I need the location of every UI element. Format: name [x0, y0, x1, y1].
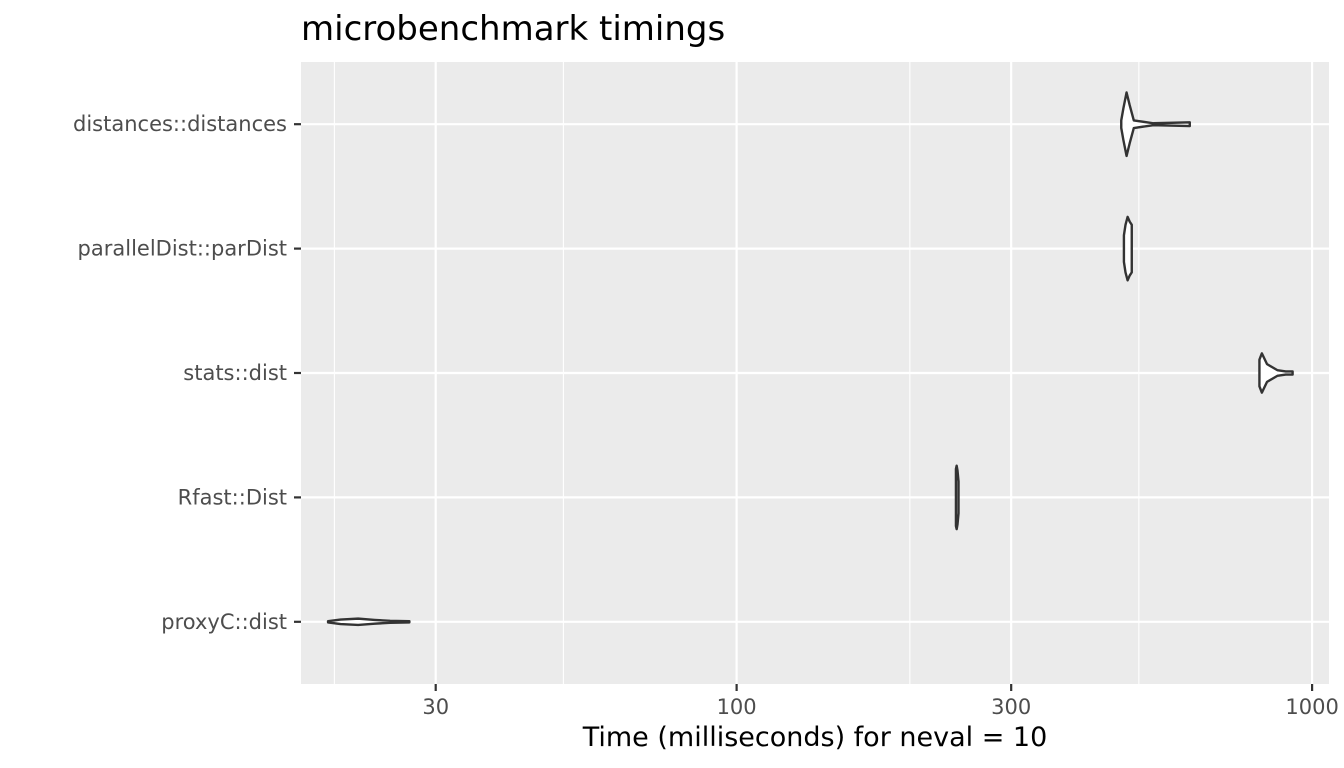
x-tick-label: 300 [991, 695, 1031, 719]
violin-shape [1258, 352, 1294, 394]
violin-shape [1122, 215, 1133, 282]
violin-shape [1120, 91, 1191, 158]
violin-shape [954, 464, 960, 531]
major-gridlines [301, 62, 1329, 684]
y-tick-label: parallelDist::parDist [78, 237, 287, 261]
y-axis: distances::distancesparallelDist::parDis… [73, 112, 301, 634]
y-tick-label: stats::dist [183, 361, 287, 385]
x-tick-label: 100 [717, 695, 757, 719]
y-tick-label: distances::distances [73, 112, 287, 136]
violin-shape [326, 617, 411, 627]
chart-title: microbenchmark timings [301, 9, 725, 49]
x-tick-label: 30 [422, 695, 449, 719]
x-axis-label: Time (milliseconds) for neval = 10 [582, 722, 1048, 753]
y-tick-label: Rfast::Dist [178, 485, 287, 509]
y-tick-label: proxyC::dist [161, 610, 287, 634]
violins [326, 91, 1294, 627]
x-axis: 30 100 300 1000 [422, 684, 1339, 719]
x-tick-label: 1000 [1285, 695, 1338, 719]
